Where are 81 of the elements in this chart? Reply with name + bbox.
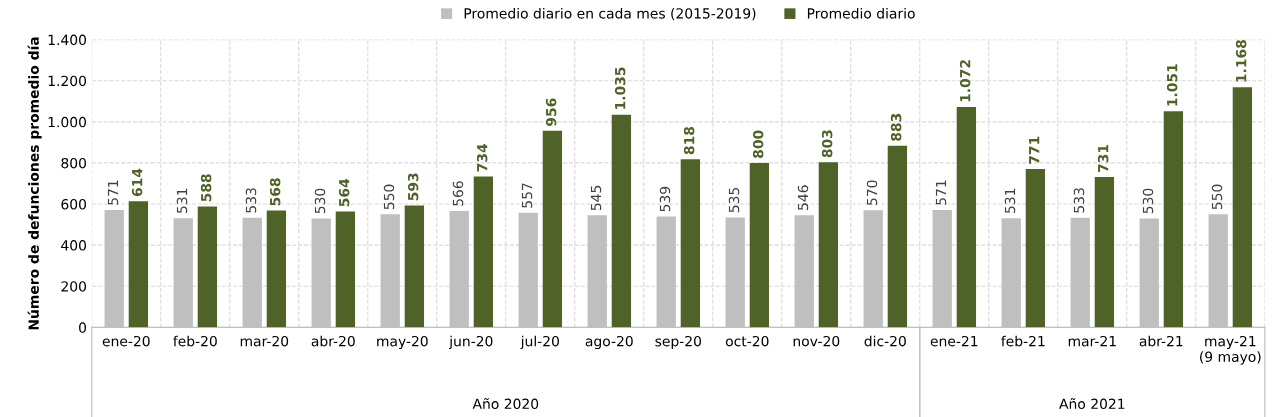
x-tick-label: oct-20 (725, 335, 769, 347)
data-label: 1.035 (614, 67, 626, 109)
x-tick-label: ene-21 (930, 335, 978, 347)
text: Año 2020 (472, 398, 539, 410)
data-label: 803 (821, 130, 833, 158)
bar (1163, 111, 1184, 328)
y-tick-label: 0 (79, 322, 87, 333)
data-label: 588 (200, 174, 212, 202)
data-label: 550 (1211, 184, 1223, 210)
x-tick-label: dic-20 (864, 335, 906, 347)
bar (197, 206, 218, 328)
y-axis-title: Número de defunciones promedio día (27, 37, 42, 330)
data-label: 614 (131, 168, 143, 197)
legend-label: Promedio diario en cada mes (2015-2019) (464, 7, 756, 21)
legend-label: Promedio diario (807, 7, 915, 19)
x-tick-label: jul-20 (520, 335, 559, 350)
bar (611, 114, 632, 328)
x-tick-label: feb-21 (1001, 335, 1045, 347)
x-tick-label: jun-20 (448, 335, 493, 350)
data-label: 531 (176, 188, 188, 213)
bar (818, 162, 839, 328)
data-label: 550 (383, 184, 395, 210)
bar (473, 176, 494, 328)
data-label: 530 (1142, 188, 1154, 214)
bar (1232, 87, 1253, 328)
y-tick-label: 1.000 (48, 116, 87, 128)
data-label: 539 (659, 186, 671, 212)
data-label: 571 (935, 180, 947, 205)
x-tick-label: may-20 (377, 335, 428, 350)
bar (680, 159, 701, 328)
data-label: 533 (245, 188, 257, 213)
data-label: 1.168 (1235, 40, 1247, 82)
data-label: 530 (314, 188, 326, 214)
y-tick-label: 800 (61, 157, 87, 169)
bar (1025, 168, 1046, 328)
data-label: 533 (1073, 188, 1085, 213)
data-label: 734 (476, 143, 488, 172)
bar (335, 211, 356, 328)
y-tick-label: 600 (61, 199, 87, 210)
y-tick-label: 1.400 (48, 34, 87, 46)
data-label: 535 (728, 187, 740, 213)
x-tick-label: nov-20 (793, 335, 840, 347)
bar (542, 130, 563, 328)
x-tick-label: sep-20 (655, 335, 702, 350)
x-tick-label: ene-20 (102, 335, 150, 347)
data-label: 557 (521, 183, 533, 208)
x-tick-label: abr-21 (1139, 335, 1183, 347)
text: Año 2021 (1059, 398, 1125, 410)
x-tick-label: ago-20 (585, 335, 633, 350)
bar (749, 162, 770, 328)
data-label: 800 (752, 130, 764, 158)
data-label: 564 (338, 178, 350, 207)
data-label: 883 (890, 113, 902, 141)
y-tick-label: 400 (61, 240, 87, 251)
bar (404, 205, 425, 328)
data-label: 566 (452, 181, 464, 206)
data-label: 818 (683, 126, 695, 155)
data-label: 956 (545, 98, 557, 126)
data-label: 731 (1097, 144, 1109, 173)
bar (1094, 177, 1115, 328)
y-tick-label: 200 (61, 281, 87, 292)
x-tick-label: feb-20 (173, 335, 217, 347)
bar (266, 210, 287, 328)
data-label: 568 (269, 178, 281, 206)
data-label: 571 (107, 180, 119, 205)
data-label: 771 (1029, 136, 1040, 164)
x-tick-label: mar-21 (1068, 335, 1116, 347)
data-label: 545 (590, 185, 602, 211)
x-tick-label: abr-20 (311, 335, 355, 347)
bar (128, 201, 149, 328)
x-tick-label: mar-20 (240, 335, 289, 347)
data-label: 593 (407, 173, 419, 201)
x-tick-label: may-21 (9 mayo) (1200, 335, 1261, 365)
data-label: 570 (866, 180, 878, 205)
data-label: 1.072 (959, 60, 971, 102)
data-label: 531 (1004, 188, 1016, 213)
data-label: 1.051 (1166, 64, 1178, 106)
bar (887, 145, 908, 328)
bar (956, 107, 977, 328)
y-tick-label: 1.200 (48, 75, 87, 87)
data-label: 546 (797, 185, 809, 210)
